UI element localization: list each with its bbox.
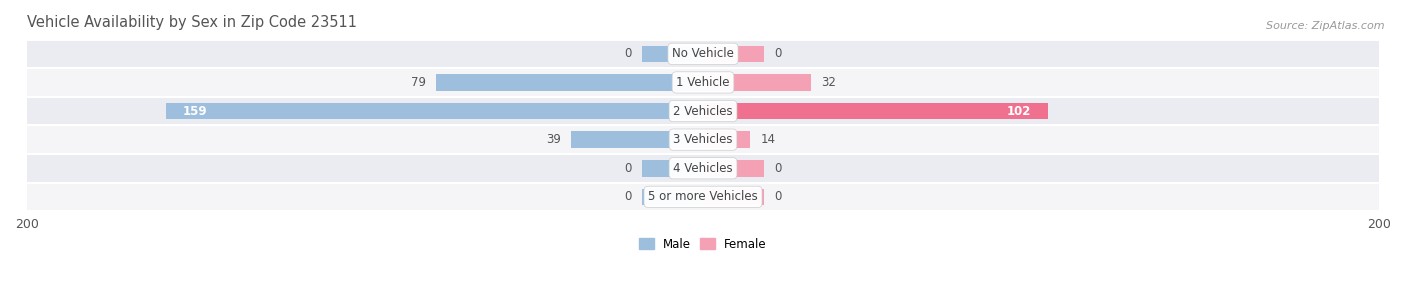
Bar <box>27 125 1379 154</box>
Text: 3 Vehicles: 3 Vehicles <box>673 133 733 146</box>
Bar <box>703 103 1047 119</box>
Bar <box>166 103 703 119</box>
Text: Vehicle Availability by Sex in Zip Code 23511: Vehicle Availability by Sex in Zip Code … <box>27 15 357 30</box>
Text: No Vehicle: No Vehicle <box>672 47 734 60</box>
Bar <box>436 74 703 91</box>
Bar <box>643 160 703 177</box>
Bar <box>27 154 1379 183</box>
Text: 0: 0 <box>773 162 782 175</box>
Text: 159: 159 <box>183 105 207 118</box>
Bar <box>703 46 763 62</box>
Bar <box>643 188 703 205</box>
Text: 5 or more Vehicles: 5 or more Vehicles <box>648 190 758 203</box>
Text: 39: 39 <box>546 133 561 146</box>
Bar <box>703 74 811 91</box>
Text: 2 Vehicles: 2 Vehicles <box>673 105 733 118</box>
Text: 32: 32 <box>821 76 837 89</box>
Text: 0: 0 <box>773 47 782 60</box>
Bar <box>703 131 751 148</box>
Text: 4 Vehicles: 4 Vehicles <box>673 162 733 175</box>
Bar <box>27 39 1379 68</box>
Text: 102: 102 <box>1007 105 1031 118</box>
Text: 79: 79 <box>411 76 426 89</box>
Bar <box>571 131 703 148</box>
Text: 0: 0 <box>773 190 782 203</box>
Bar <box>27 68 1379 97</box>
Bar <box>703 188 763 205</box>
Bar <box>27 97 1379 125</box>
Text: 0: 0 <box>624 190 633 203</box>
Legend: Male, Female: Male, Female <box>634 233 772 256</box>
Text: 1 Vehicle: 1 Vehicle <box>676 76 730 89</box>
Text: 0: 0 <box>624 47 633 60</box>
Text: Source: ZipAtlas.com: Source: ZipAtlas.com <box>1267 21 1385 32</box>
Text: 14: 14 <box>761 133 776 146</box>
Text: 0: 0 <box>624 162 633 175</box>
Bar <box>643 46 703 62</box>
Bar <box>27 183 1379 211</box>
Bar <box>703 160 763 177</box>
